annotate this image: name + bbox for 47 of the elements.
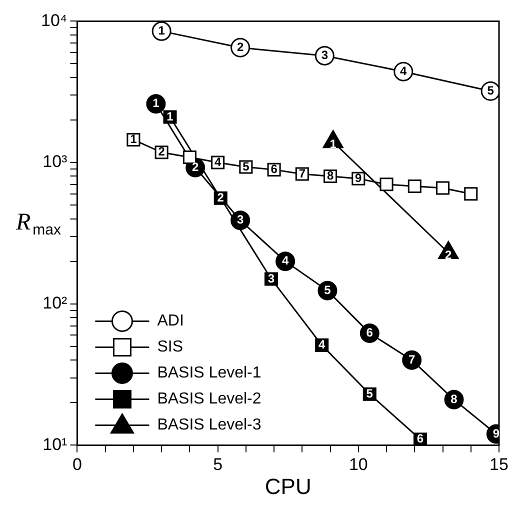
annotation: 5 [366,386,374,400]
annotation: 3 [268,271,275,286]
annotation: 4 [318,338,326,352]
annotation: 9 [355,170,362,185]
x-tick-label: 5 [213,455,223,474]
x-axis-title: CPU [264,474,312,499]
y-tick-label: 10¹ [42,434,68,454]
annotation: 7 [298,166,306,180]
legend-label: SIS [157,338,184,356]
legend-label: BASIS Level-3 [157,416,262,434]
annotation: 4 [214,154,222,169]
annotation: 1 [166,109,174,124]
point [408,179,422,193]
point [464,187,478,201]
annotation: 9 [492,426,500,440]
annotation: 2 [158,144,166,159]
legend-label: BASIS Level-2 [157,390,262,408]
annotation: 1 [130,132,138,146]
annotation: 2 [192,160,199,174]
annotation: 4 [282,254,289,268]
y-tick-label: 10³ [42,152,68,172]
point [182,150,196,164]
x-tick-label: 15 [490,455,508,474]
annotation: 3 [321,48,328,62]
annotation: 2 [236,40,244,54]
annotation: 7 [408,352,416,366]
annotation: 1 [158,23,166,38]
annotation: 8 [326,168,334,183]
annotation: 5 [324,282,332,297]
annotation: 5 [242,159,250,174]
point [436,181,450,195]
annotation: 8 [450,392,458,406]
annotation: 4 [400,64,408,78]
y-tick-label: 10² [42,294,68,313]
x-tick-label: 10 [348,455,368,474]
x-tick-label: 0 [72,455,82,474]
annotation: 6 [366,326,374,340]
annotation: 6 [416,432,424,446]
legend-label: BASIS Level-1 [157,364,262,382]
legend-label: ADI [157,312,184,330]
annotation: 5 [487,83,494,98]
annotation: 3 [236,212,244,227]
point [380,178,394,192]
y-tick-label: 10⁴ [40,10,68,30]
annotation: 6 [270,162,278,176]
annotation: 1 [152,96,160,110]
annotation: 2 [217,190,224,204]
